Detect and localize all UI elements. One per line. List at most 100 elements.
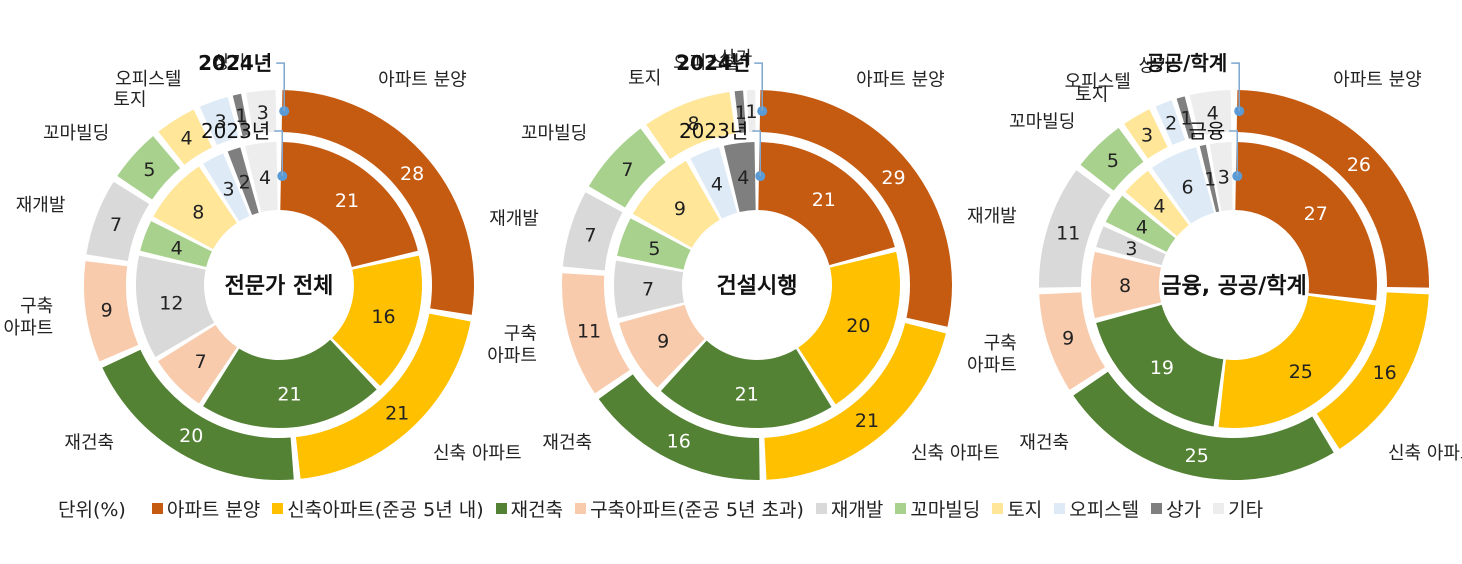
legend-label: 토지 (1007, 499, 1043, 521)
outer-value-label: 3 (215, 111, 227, 133)
outer-slice (295, 313, 471, 479)
category-label: 구축 아파트 (4, 296, 54, 339)
inner-value-label: 19 (1150, 357, 1174, 379)
outer-value-label: 11 (577, 320, 601, 342)
legend-items: 아파트 분양 신축아파트(준공 5년 내) 재건축 구축아파트(준공 5년 초과) 재개… (151, 495, 1275, 522)
legend-item: 기타 (1213, 495, 1263, 522)
inner-value-label: 21 (735, 384, 759, 406)
inner-value-label: 8 (1119, 275, 1131, 297)
legend-item: 재개발 (815, 495, 884, 522)
inner-slice (1151, 147, 1215, 224)
outer-value-label: 25 (1185, 445, 1209, 467)
outer-value-label: 1 (735, 102, 747, 124)
category-label: 재건축 (64, 432, 114, 453)
category-label: 오피스텔 (673, 53, 739, 74)
inner-slice (1096, 226, 1166, 266)
outer-slice (646, 91, 736, 160)
inner-slice (690, 147, 738, 219)
chart-title: 전문가 전체 (225, 274, 334, 299)
outer-slice (281, 90, 475, 315)
outer-slice (1124, 109, 1168, 159)
category-label: 토지 (1075, 85, 1108, 106)
outer-value-label: 29 (881, 167, 905, 189)
outer-value-label: 9 (101, 299, 113, 321)
inner-value-label: 3 (1218, 166, 1230, 188)
inner-slice (203, 339, 377, 428)
legend-label: 꼬마빌딩 (910, 499, 981, 521)
inner-slice (619, 304, 705, 388)
category-label: 오피스텔 (1065, 72, 1131, 93)
category-label: 재개발 (967, 206, 1017, 227)
inner-slice (158, 324, 237, 404)
outer-slice (764, 322, 946, 480)
outer-slice (199, 96, 239, 146)
category-label: 신축 아파트 (433, 443, 522, 464)
outer-value-label: 5 (1107, 150, 1119, 172)
legend-label: 상가 (1166, 499, 1202, 521)
outer-value-label: 11 (1056, 222, 1080, 244)
inner-value-label: 25 (1289, 361, 1313, 383)
inner-slice (1125, 170, 1189, 237)
legend-item: 토지 (992, 495, 1042, 522)
ring-callout-line (274, 130, 284, 177)
inner-slice (1235, 142, 1378, 301)
category-label: 아파트 분양 (378, 70, 467, 91)
legend-swatch (151, 503, 163, 514)
legend-swatch (815, 503, 827, 514)
outer-slice (117, 136, 181, 200)
ring-label: 2024년 (676, 51, 750, 75)
outer-value-label: 28 (400, 163, 424, 185)
inner-slice (1199, 144, 1220, 213)
inner-slice (332, 255, 422, 386)
legend-item: 상가 (1151, 495, 1201, 522)
category-label: 오피스텔 (115, 69, 181, 90)
inner-slice (1105, 195, 1176, 252)
inner-value-label: 21 (335, 190, 359, 212)
legend-swatch (895, 503, 907, 514)
inner-value-label: 6 (1182, 176, 1194, 198)
inner-slice (245, 142, 278, 213)
inner-value-label: 4 (1136, 217, 1148, 239)
outer-slice (588, 128, 666, 208)
legend: 단위(%) 아파트 분양 신축아파트(준공 5년 내) 재건축 구축아파트(준공 5년… (58, 495, 1275, 522)
category-label: 꼬마빌딩 (521, 123, 587, 144)
inner-slice (1218, 295, 1376, 428)
legend-swatch (1151, 503, 1163, 514)
outer-slice (1038, 170, 1111, 288)
inner-value-label: 3 (223, 178, 235, 200)
inner-value-label: 7 (195, 351, 207, 373)
legend-unit: 단위(%) (58, 499, 126, 521)
outer-value-label: 26 (1347, 154, 1371, 176)
inner-value-label: 1 (1204, 169, 1216, 191)
category-label: 재개발 (489, 209, 539, 230)
ring-callout-line (752, 130, 762, 177)
outer-value-label: 1 (746, 101, 758, 123)
outer-slice (1080, 127, 1144, 191)
category-label: 신축 아파트 (911, 443, 1000, 464)
inner-value-label: 12 (159, 292, 183, 314)
category-label: 상가 (213, 52, 246, 73)
category-label: 토지 (113, 89, 146, 110)
inner-value-label: 4 (737, 167, 749, 189)
legend-label: 재개발 (830, 499, 884, 521)
outer-slice (246, 90, 277, 135)
category-label: 상가 (719, 48, 752, 69)
inner-value-label: 21 (812, 189, 836, 211)
outer-slice (562, 273, 630, 394)
inner-slice (153, 166, 237, 250)
inner-slice (723, 142, 756, 213)
outer-value-label: 21 (855, 410, 879, 432)
outer-slice (232, 93, 250, 137)
legend-swatch (992, 503, 1004, 514)
chart-title: 건설시행 (717, 274, 798, 299)
ring-callout-line (276, 62, 285, 112)
outer-slice (1316, 292, 1429, 449)
inner-slice (660, 340, 832, 429)
outer-slice (1039, 292, 1105, 390)
outer-value-label: 4 (1207, 102, 1219, 124)
inner-value-label: 5 (648, 238, 660, 260)
inner-value-label: 16 (371, 306, 395, 328)
category-label: 재건축 (542, 432, 592, 453)
